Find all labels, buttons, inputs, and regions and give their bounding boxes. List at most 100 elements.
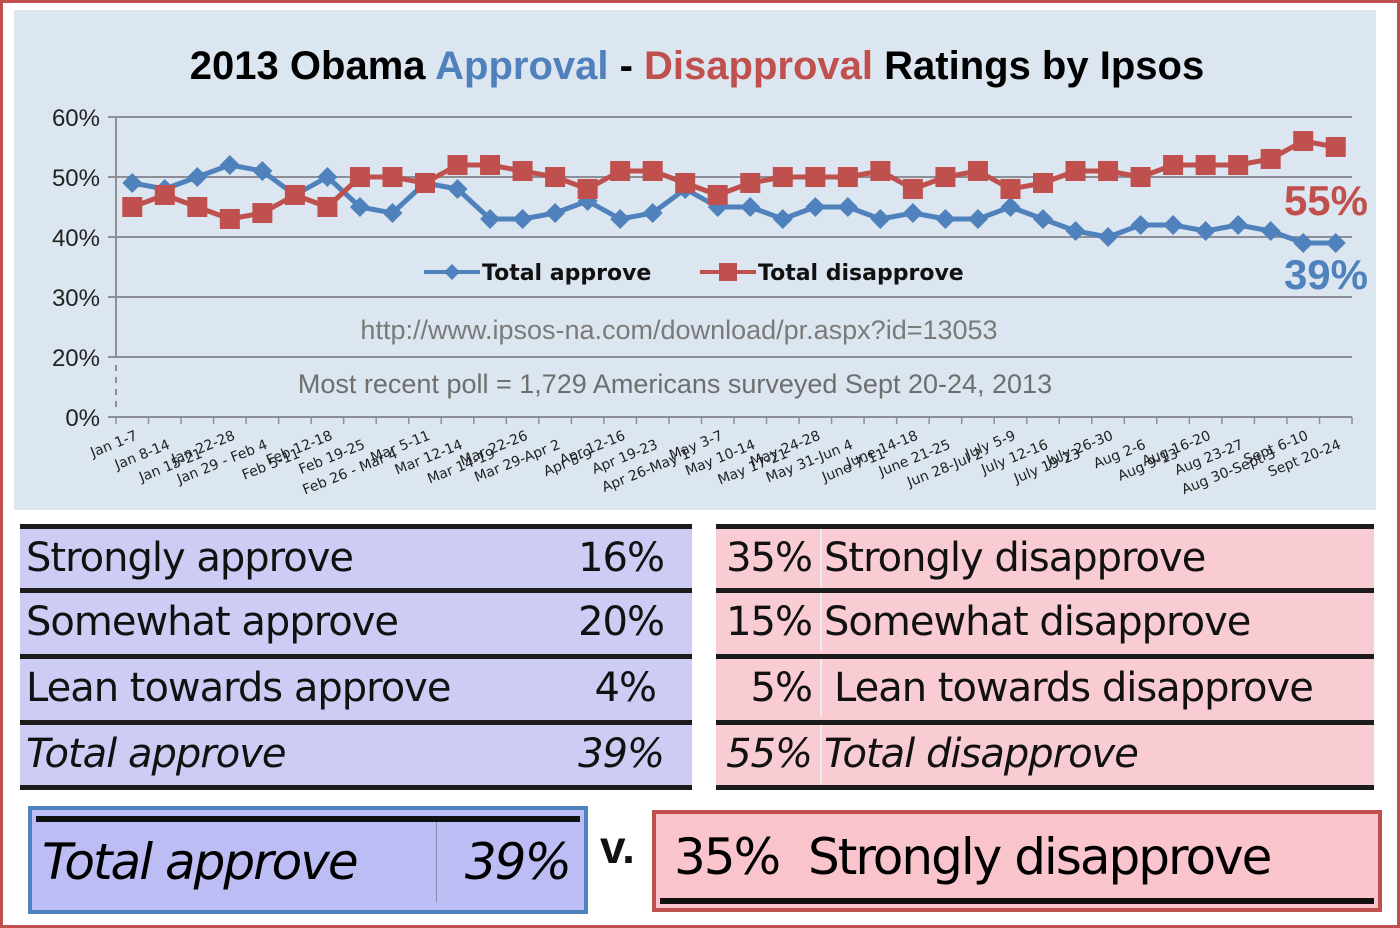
- y-tick-label: 30%: [52, 285, 100, 312]
- disapprove-data-point: [512, 161, 533, 181]
- source-url-text: http://www.ipsos-na.com/download/pr.aspx…: [360, 315, 997, 345]
- disapprove-row-value: 55%: [726, 731, 813, 777]
- title-part1: 2013 Obama: [189, 44, 436, 88]
- approve-data-point: [219, 155, 240, 175]
- y-tick-label: 20%: [52, 345, 100, 372]
- comparison-right-value: 35%: [674, 828, 781, 886]
- chart-title: 2013 Obama Approval - Disapproval Rating…: [0, 44, 1394, 89]
- approve-data-point: [1000, 197, 1021, 217]
- y-tick-label: 40%: [52, 225, 100, 252]
- disapprove-data-point: [1033, 173, 1053, 193]
- disapprove-total-row: 55% Total disapprove: [716, 720, 1374, 783]
- approve-final-label: 39%: [1284, 251, 1368, 298]
- disapprove-row: 35% Strongly disapprove: [716, 524, 1374, 587]
- approve-data-point: [967, 209, 988, 229]
- approve-data-point: [610, 209, 631, 229]
- legend-disapprove-label: Total disapprove: [758, 261, 964, 286]
- disapprove-data-point: [1260, 149, 1281, 169]
- versus-label: v.: [600, 821, 635, 873]
- disapprove-data-point: [1065, 161, 1086, 181]
- legend-approve-label: Total approve: [482, 261, 651, 286]
- disapprove-data-point: [772, 167, 793, 187]
- approve-row: Somewhat approve 20%: [20, 588, 692, 651]
- disapprove-row-label: Lean towards disapprove: [834, 665, 1314, 711]
- disapprove-data-point: [545, 167, 566, 187]
- column-divider: [820, 529, 822, 587]
- disapprove-data-point: [1098, 161, 1119, 181]
- disapprove-data-point: [122, 197, 143, 217]
- disapprove-data-point: [1325, 137, 1346, 157]
- column-divider: [820, 725, 822, 783]
- approve-data-point: [935, 209, 956, 229]
- approve-data-point: [1130, 215, 1151, 235]
- approve-data-point: [447, 179, 468, 199]
- disapprove-data-point: [252, 203, 273, 223]
- y-tick-label: 50%: [52, 165, 100, 192]
- disapprove-row-value: 5%: [750, 665, 813, 711]
- disapprove-data-point: [1195, 155, 1216, 175]
- disapprove-row-label: Strongly disapprove: [824, 535, 1206, 581]
- disapprove-row-value: 35%: [726, 535, 813, 581]
- y-tick-label: 0%: [65, 405, 100, 432]
- disapprove-data-point: [577, 179, 598, 199]
- comparison-strongly-disapprove: 35% Strongly disapprove: [652, 810, 1382, 912]
- title-approval: Approval: [435, 44, 609, 88]
- disapprove-data-point: [967, 161, 988, 181]
- disapprove-data-point: [154, 185, 175, 205]
- approve-total-row: Total approve 39%: [20, 720, 692, 783]
- disapprove-row-value: 15%: [726, 599, 813, 645]
- approve-data-point: [545, 203, 566, 223]
- disapprove-data-point: [1130, 167, 1151, 187]
- disapprove-row: 5% Lean towards disapprove: [716, 654, 1374, 717]
- disapprove-data-point: [707, 185, 728, 205]
- title-dash: -: [608, 44, 645, 88]
- approve-row: Lean towards approve 4%: [20, 654, 692, 717]
- approve-data-point: [122, 173, 143, 193]
- comparison-rule: [660, 898, 1374, 904]
- disapprove-data-point: [415, 173, 435, 193]
- disapprove-data-point: [837, 167, 858, 187]
- title-disapproval: Disapproval: [644, 44, 874, 88]
- approve-data-point: [902, 203, 923, 223]
- disapprove-breakdown-table: 35% Strongly disapprove 15% Somewhat dis…: [716, 524, 1374, 790]
- approve-data-point: [480, 209, 501, 229]
- disapprove-data-point: [1293, 131, 1314, 151]
- approve-data-point: [837, 197, 858, 217]
- disapprove-row: 15% Somewhat disapprove: [716, 588, 1374, 651]
- legend-disapprove-marker: [719, 263, 737, 281]
- table-bottom-rule: [716, 785, 1374, 790]
- approve-data-point: [187, 167, 208, 187]
- approve-breakdown-table: Strongly approve 16% Somewhat approve 20…: [20, 524, 692, 790]
- disapprove-data-point: [382, 167, 403, 187]
- approve-data-point: [1260, 221, 1281, 241]
- disapprove-data-point: [1000, 179, 1021, 199]
- disapprove-data-point: [675, 173, 696, 193]
- comparison-left-label: Total approve: [42, 833, 359, 891]
- disapprove-data-point: [317, 197, 338, 217]
- approve-data-point: [1293, 233, 1314, 253]
- title-part2: Ratings by Ipsos: [873, 44, 1205, 88]
- disapprove-data-point: [187, 197, 208, 217]
- disapprove-data-point: [284, 185, 305, 205]
- disapprove-data-point: [610, 161, 631, 181]
- chart-panel: 0% 20% 30% 40% 50% 60% Jan 1-7 Jan 8-14 Jan 15-2…: [14, 10, 1376, 510]
- approve-data-point: [870, 209, 891, 229]
- comparison-right-label: Strongly disapprove: [808, 828, 1272, 886]
- approve-data-point: [317, 167, 338, 187]
- approve-row-label: Lean towards approve: [26, 665, 451, 711]
- approve-data-point: [512, 209, 533, 229]
- disapprove-data-point: [740, 173, 761, 193]
- column-divider: [820, 659, 822, 717]
- comparison-left-value: 39%: [464, 833, 572, 891]
- disapprove-data-point: [1228, 155, 1249, 175]
- legend-approve-marker: [444, 264, 460, 280]
- approve-data-point: [1195, 221, 1216, 241]
- column-divider: [820, 593, 822, 651]
- table-bottom-rule: [20, 785, 692, 790]
- disapprove-data-point: [447, 155, 468, 175]
- approve-data-point: [1033, 209, 1053, 229]
- approve-row: Strongly approve 16%: [20, 524, 692, 587]
- approve-data-point: [1098, 227, 1119, 247]
- approve-row-value: 4%: [594, 665, 657, 711]
- approve-row-label: Strongly approve: [26, 535, 354, 581]
